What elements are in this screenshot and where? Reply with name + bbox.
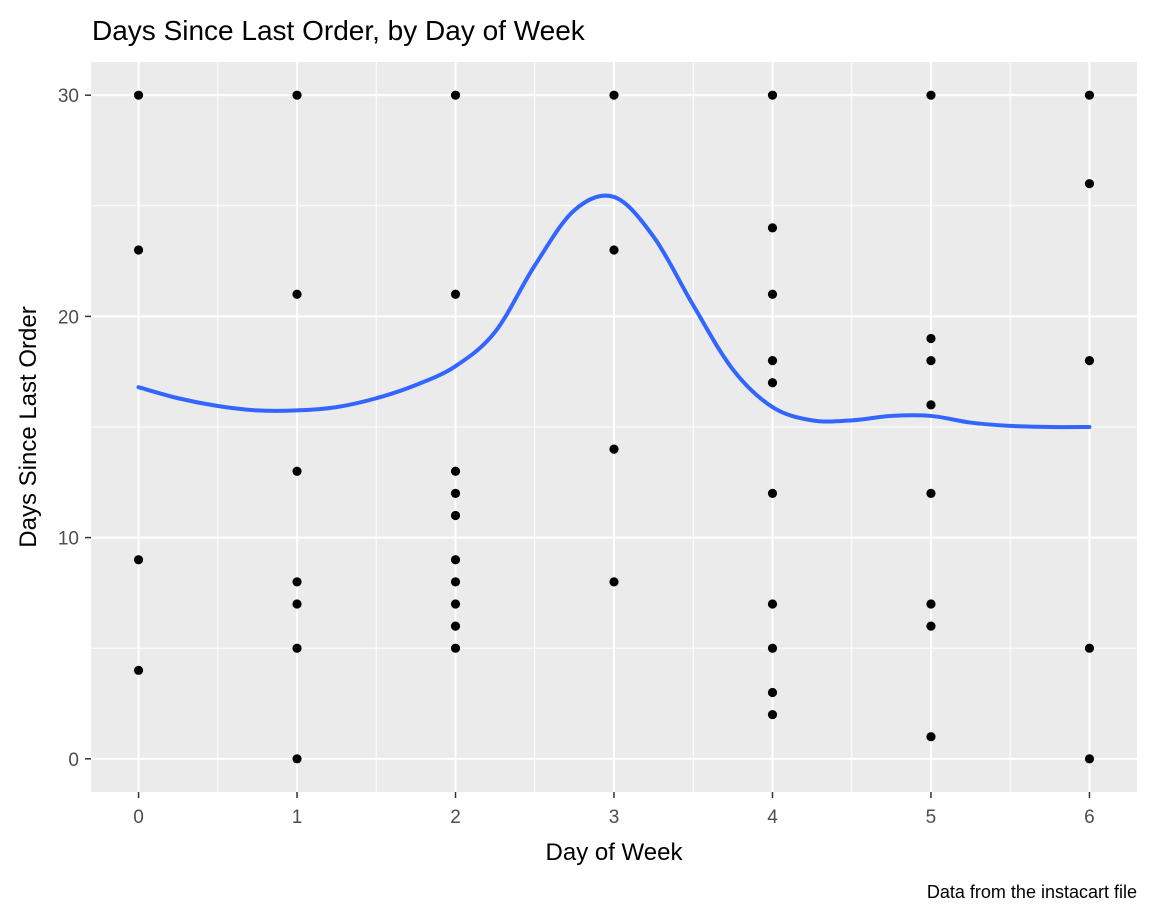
y-tick-label: 10: [58, 529, 79, 550]
data-point: [926, 599, 936, 609]
data-point: [450, 643, 461, 653]
chart-title: Days Since Last Order, by Day of Week: [92, 15, 586, 46]
data-points: [133, 90, 1095, 764]
data-point: [1084, 754, 1095, 764]
data-point: [926, 333, 936, 344]
data-point: [926, 732, 936, 742]
data-point: [926, 90, 936, 100]
y-axis-ticks: 0 10 20 30: [58, 86, 91, 771]
data-point: [926, 488, 936, 498]
x-tick-label: 6: [1084, 807, 1095, 828]
y-tick-label: 30: [58, 86, 79, 107]
data-point: [926, 356, 936, 366]
data-point: [926, 621, 936, 631]
data-point: [767, 90, 778, 100]
smooth-line: [136, 193, 1092, 430]
data-point: [292, 643, 302, 653]
data-point: [767, 709, 778, 720]
data-point: [767, 289, 778, 299]
data-point: [609, 245, 619, 255]
data-point: [133, 245, 144, 255]
x-tick-label: 2: [450, 807, 461, 828]
y-tick-label: 0: [68, 750, 79, 771]
smooth-line-layer: [136, 193, 1092, 430]
data-point: [450, 599, 461, 609]
x-tick-label: 4: [767, 807, 778, 828]
data-point: [450, 621, 461, 631]
y-axis-title: Days Since Last Order: [15, 306, 42, 547]
data-point: [1084, 179, 1095, 189]
data-point: [767, 378, 778, 388]
x-axis-title: Day of Week: [546, 839, 684, 866]
data-point: [133, 665, 144, 675]
x-tick-label: 1: [292, 807, 303, 828]
x-axis-ticks: 0 1 2 3 4 5 6: [133, 792, 1095, 828]
data-point: [450, 488, 461, 498]
data-point: [450, 555, 461, 565]
data-point: [292, 599, 302, 609]
x-tick-label: 3: [609, 807, 620, 828]
chart-caption: Data from the instacart file: [927, 882, 1137, 902]
data-point: [292, 289, 302, 299]
data-point: [1084, 356, 1095, 366]
data-point: [767, 599, 778, 609]
data-point: [292, 466, 302, 476]
x-tick-label: 5: [926, 807, 937, 828]
data-point: [926, 400, 936, 410]
data-point: [767, 488, 778, 498]
data-point: [767, 687, 778, 698]
data-point: [1084, 643, 1095, 653]
data-point: [292, 577, 302, 587]
data-point: [450, 289, 461, 299]
data-point: [450, 577, 461, 587]
y-tick-label: 20: [58, 307, 79, 328]
data-point: [450, 510, 461, 521]
x-tick-label: 0: [133, 807, 144, 828]
data-point: [133, 90, 144, 100]
data-point: [767, 356, 778, 366]
data-point: [609, 577, 619, 587]
data-point: [133, 555, 144, 565]
data-point: [1084, 90, 1095, 100]
data-point: [609, 90, 619, 100]
data-point: [767, 643, 778, 653]
data-point: [450, 466, 461, 476]
data-point: [450, 90, 461, 100]
data-point: [292, 754, 302, 764]
data-point: [609, 444, 619, 454]
data-point: [767, 223, 778, 233]
data-point: [292, 90, 302, 100]
